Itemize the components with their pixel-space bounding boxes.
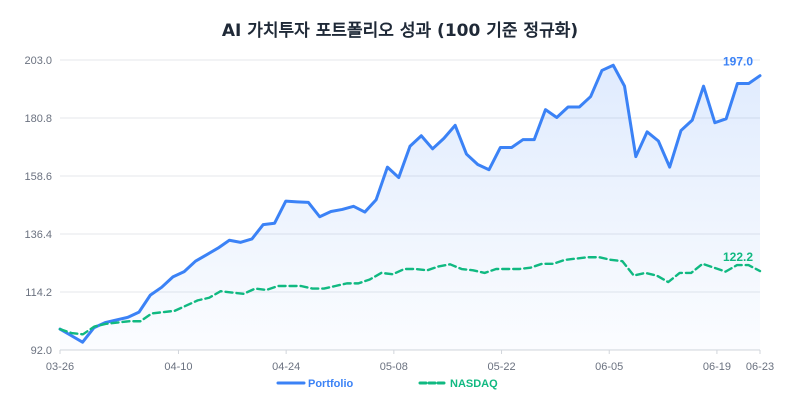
- x-tick-label: 04-10: [164, 361, 192, 373]
- y-tick-label: 203.0: [24, 55, 52, 67]
- x-tick-label: 06-19: [703, 361, 731, 373]
- y-tick-label: 180.8: [24, 113, 52, 125]
- end-value-label: 197.0: [723, 55, 753, 69]
- legend-label: NASDAQ: [450, 378, 498, 390]
- x-tick-label: 05-08: [380, 361, 408, 373]
- y-tick-label: 136.4: [24, 229, 52, 241]
- x-tick-label: 05-22: [487, 361, 515, 373]
- x-tick-label: 06-05: [595, 361, 623, 373]
- end-value-label: 122.2: [723, 250, 753, 264]
- chart-title: AI 가치투자 포트폴리오 성과 (100 기준 정규화): [221, 21, 579, 41]
- series-area-portfolio: [60, 65, 760, 350]
- y-tick-label: 92.0: [31, 345, 52, 357]
- legend-label: Portfolio: [308, 378, 353, 390]
- series-line-nasdaq: [58, 256, 762, 336]
- series-line-portfolio: [58, 63, 762, 344]
- y-tick-label: 158.6: [24, 171, 52, 183]
- x-tick-label: 03-26: [46, 361, 74, 373]
- x-tick-label: 06-23: [746, 361, 774, 373]
- x-tick-label: 04-24: [272, 361, 300, 373]
- y-tick-label: 114.2: [25, 287, 52, 299]
